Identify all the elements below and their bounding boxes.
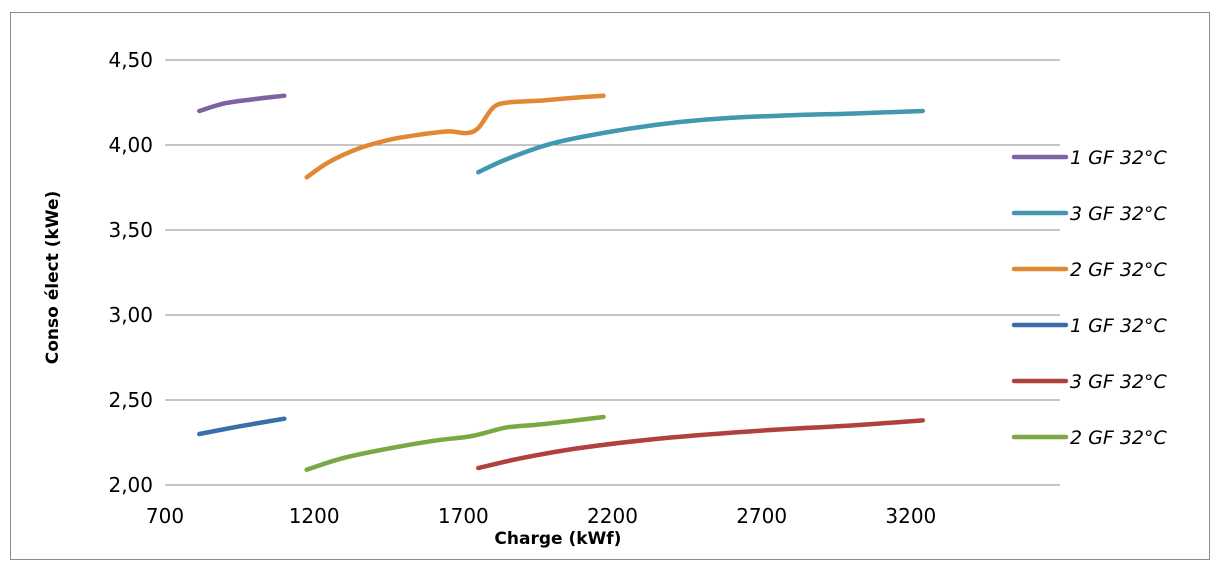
y-tick-label: 3,00 [108,303,153,327]
chart-frame: 2,00 2,50 3,00 3,50 4,00 4,50 700 1200 1700 2200 2… [10,12,1210,560]
series-line-1 [197,93,287,114]
x-tick-label: 1200 [289,504,340,528]
y-tick-label: 2,00 [108,473,153,497]
line-chart: 2,00 2,50 3,00 3,50 4,00 4,50 700 1200 1700 2200 2… [43,48,1167,549]
x-tick-label: 2700 [736,504,787,528]
y-tick-label: 4,50 [108,48,153,72]
series-line-2 [476,108,926,175]
x-tick-label: 2200 [587,504,638,528]
series-line-3 [304,93,606,180]
legend-label-1: 1 GF 32°C [1070,147,1167,169]
x-axis-title: Charge (kWf) [494,529,621,549]
legend-label-6: 2 GF 32°C [1070,427,1167,449]
series-line-4 [197,416,287,437]
x-tick-label: 3200 [885,504,936,528]
x-tick-label: 1700 [438,504,489,528]
series-line-6 [304,414,606,472]
series-line-5 [476,418,926,471]
legend-label-2: 3 GF 32°C [1070,203,1167,225]
legend-label-3: 2 GF 32°C [1070,259,1167,281]
y-tick-label: 4,00 [108,133,153,157]
legend-label-4: 1 GF 32°C [1070,315,1167,337]
y-tick-label: 3,50 [108,218,153,242]
y-axis-title: Conso élect (kWe) [43,191,63,365]
y-tick-label: 2,50 [108,388,153,412]
legend-label-5: 3 GF 32°C [1070,371,1167,393]
x-tick-label: 700 [146,504,184,528]
